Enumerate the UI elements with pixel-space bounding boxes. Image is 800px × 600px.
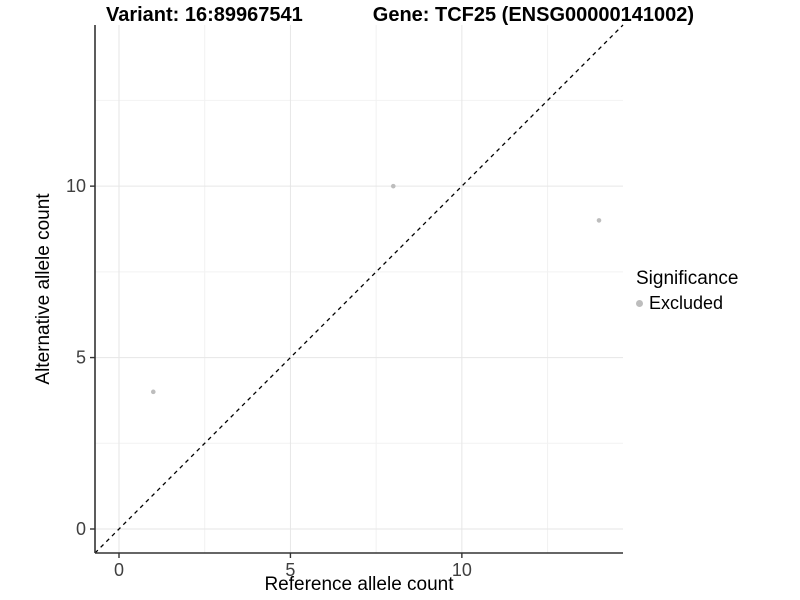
gene-title: Gene: TCF25 (ENSG00000141002)	[372, 4, 695, 26]
y-tick-label: 10	[66, 176, 86, 196]
y-tick-label: 5	[76, 348, 86, 368]
y-tick-label: 0	[76, 519, 86, 539]
variant-title: Variant: 16:89967541	[105, 4, 303, 26]
identity-line	[94, 24, 624, 554]
x-tick-label: 10	[452, 560, 472, 580]
data-point	[150, 389, 156, 395]
legend-title: Significance	[636, 268, 739, 289]
legend-dot-icon	[636, 300, 643, 307]
data-point	[596, 218, 602, 223]
data-point	[390, 183, 396, 189]
legend-entry-excluded: Excluded	[636, 293, 738, 314]
legend: Significance Excluded	[636, 268, 738, 314]
legend-entry-label: Excluded	[649, 293, 724, 313]
y-axis-title: Alternative allele count	[33, 193, 54, 385]
x-axis-title: Reference allele count	[264, 574, 454, 595]
x-tick-label: 5	[285, 560, 295, 580]
x-tick-label: 0	[114, 560, 124, 580]
plot-title: Variant: 16:89967541 Gene: TCF25 (ENSG00…	[0, 4, 800, 27]
